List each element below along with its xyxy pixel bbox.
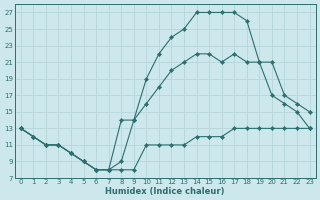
X-axis label: Humidex (Indice chaleur): Humidex (Indice chaleur) [106,187,225,196]
